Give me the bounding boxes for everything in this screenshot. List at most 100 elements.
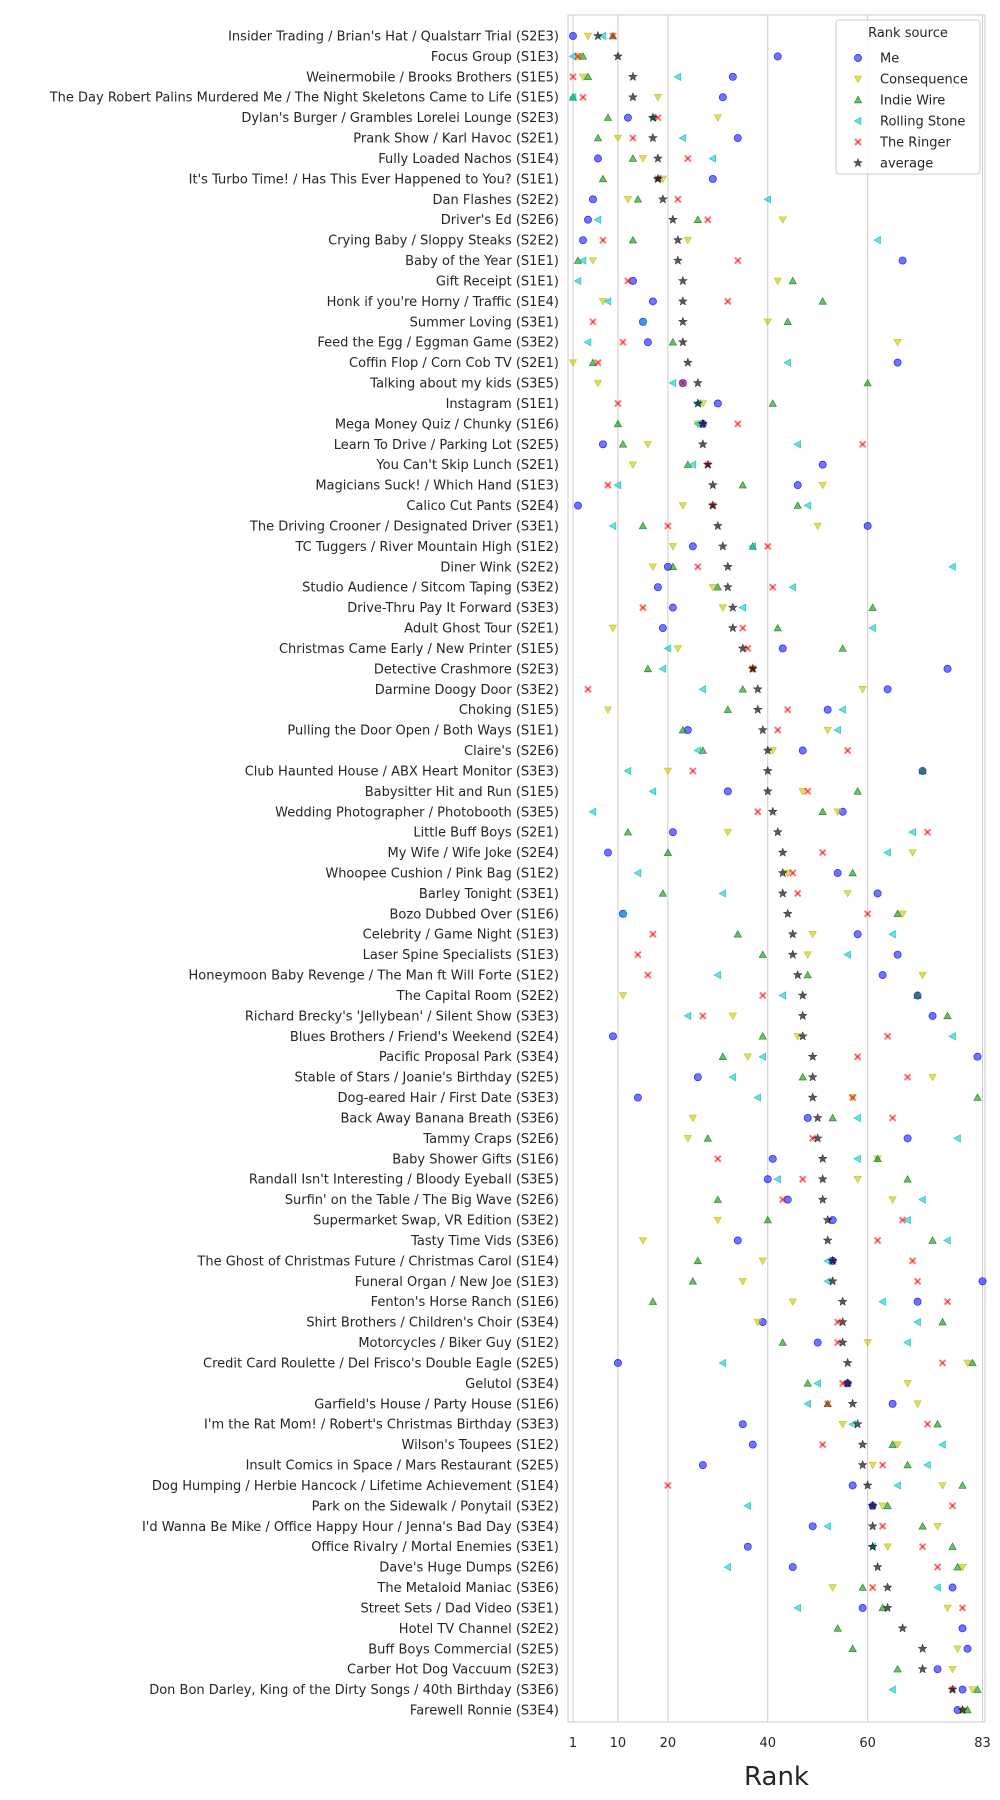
point-the-ringer bbox=[664, 522, 672, 530]
point-indie-wire bbox=[918, 766, 927, 775]
point-the-ringer bbox=[868, 1583, 877, 1592]
point-the-ringer bbox=[933, 1563, 942, 1571]
point-rolling-stone bbox=[923, 1460, 931, 1470]
point-consequence bbox=[678, 502, 688, 510]
point-the-ringer bbox=[843, 746, 852, 755]
legend-label: Indie Wire bbox=[880, 94, 945, 109]
point-consequence bbox=[593, 379, 603, 388]
point-consequence bbox=[688, 1114, 698, 1123]
point-indie-wire bbox=[883, 1501, 892, 1510]
x-tick-label: 10 bbox=[610, 1736, 627, 1751]
category-label: Whoopee Cushion / Pink Bag (S1E2) bbox=[325, 867, 559, 882]
point-me bbox=[963, 1644, 972, 1653]
point-indie-wire bbox=[893, 1664, 902, 1673]
point-me bbox=[574, 501, 582, 510]
point-rolling-stone bbox=[833, 725, 841, 735]
point-consequence bbox=[938, 1482, 947, 1490]
point-average bbox=[672, 255, 683, 265]
point-me bbox=[653, 583, 662, 592]
point-consequence bbox=[708, 583, 718, 592]
point-consequence bbox=[743, 1053, 752, 1062]
point-indie-wire bbox=[828, 1113, 837, 1122]
point-me bbox=[818, 460, 827, 469]
point-average bbox=[592, 30, 604, 41]
point-indie-wire bbox=[888, 1440, 897, 1448]
point-rolling-stone bbox=[888, 930, 896, 939]
point-rolling-stone bbox=[933, 1583, 941, 1592]
point-average bbox=[827, 1255, 838, 1266]
point-average bbox=[767, 806, 778, 817]
point-average bbox=[817, 1194, 828, 1204]
point-rolling-stone bbox=[853, 1113, 861, 1123]
point-indie-wire bbox=[778, 1338, 787, 1346]
point-consequence bbox=[763, 318, 772, 327]
point-the-ringer bbox=[958, 1604, 967, 1612]
point-average bbox=[722, 581, 733, 592]
category-label: Back Away Banana Breath (S3E6) bbox=[341, 1111, 559, 1126]
point-consequence bbox=[843, 890, 852, 898]
point-rolling-stone bbox=[688, 460, 697, 469]
point-average bbox=[867, 1541, 878, 1551]
point-average bbox=[787, 949, 798, 959]
point-average bbox=[867, 1500, 878, 1511]
point-me bbox=[748, 1440, 757, 1449]
point-the-ringer bbox=[779, 1195, 787, 1204]
point-indie-wire bbox=[833, 1624, 842, 1632]
point-average bbox=[677, 316, 688, 327]
category-label: Babysitter Hit and Run (S1E5) bbox=[365, 785, 559, 800]
point-average bbox=[862, 1480, 873, 1490]
point-consequence bbox=[903, 1380, 912, 1388]
point-average bbox=[647, 132, 658, 143]
legend-label: Rolling Stone bbox=[880, 115, 965, 130]
point-consequence bbox=[663, 767, 673, 776]
point-consequence bbox=[583, 32, 593, 41]
point-me bbox=[668, 603, 677, 612]
point-the-ringer bbox=[818, 1440, 827, 1449]
point-rolling-stone bbox=[918, 1195, 926, 1204]
category-label: Choking (S1E5) bbox=[459, 703, 559, 718]
point-indie-wire bbox=[738, 480, 747, 489]
point-rolling-stone bbox=[753, 1093, 762, 1102]
point-the-ringer bbox=[923, 1420, 932, 1428]
point-consequence bbox=[648, 563, 658, 572]
point-consequence bbox=[933, 1523, 942, 1531]
point-me bbox=[773, 52, 782, 61]
category-label: Insider Trading / Brian's Hat / Qualstar… bbox=[228, 30, 559, 45]
point-consequence bbox=[628, 461, 638, 470]
point-average bbox=[657, 193, 668, 204]
point-consequence bbox=[568, 359, 578, 367]
point-rolling-stone bbox=[783, 358, 791, 367]
point-me bbox=[688, 542, 697, 551]
point-consequence bbox=[643, 441, 653, 449]
point-average bbox=[807, 1071, 818, 1082]
category-label: Feed the Egg / Eggman Game (S3E2) bbox=[317, 336, 559, 351]
point-average bbox=[797, 990, 808, 1000]
point-me bbox=[958, 1685, 967, 1694]
point-average bbox=[872, 1561, 883, 1572]
point-average bbox=[647, 112, 658, 122]
point-consequence bbox=[803, 951, 812, 959]
point-rolling-stone bbox=[748, 542, 757, 551]
point-rolling-stone bbox=[573, 276, 582, 286]
point-the-ringer bbox=[634, 950, 642, 959]
point-consequence bbox=[753, 1318, 762, 1327]
point-indie-wire bbox=[933, 1419, 942, 1428]
point-me bbox=[733, 134, 742, 143]
point-average bbox=[827, 1275, 838, 1286]
point-indie-wire bbox=[713, 582, 723, 591]
point-consequence bbox=[738, 1278, 747, 1286]
category-label: Talking about my kids (S3E5) bbox=[369, 377, 559, 392]
point-consequence bbox=[808, 931, 817, 939]
category-label: Claire's (S2E6) bbox=[464, 744, 559, 759]
point-me bbox=[883, 685, 892, 694]
point-average bbox=[752, 683, 763, 694]
point-the-ringer bbox=[948, 1502, 957, 1510]
category-label: Park on the Sidewalk / Ponytail (S3E2) bbox=[312, 1499, 559, 1514]
point-consequence bbox=[813, 522, 822, 531]
point-indie-wire bbox=[903, 1174, 912, 1183]
point-average bbox=[792, 969, 803, 980]
point-indie-wire bbox=[618, 439, 628, 448]
point-rolling-stone bbox=[723, 1562, 732, 1572]
point-the-ringer bbox=[624, 277, 632, 285]
point-me bbox=[569, 32, 577, 40]
